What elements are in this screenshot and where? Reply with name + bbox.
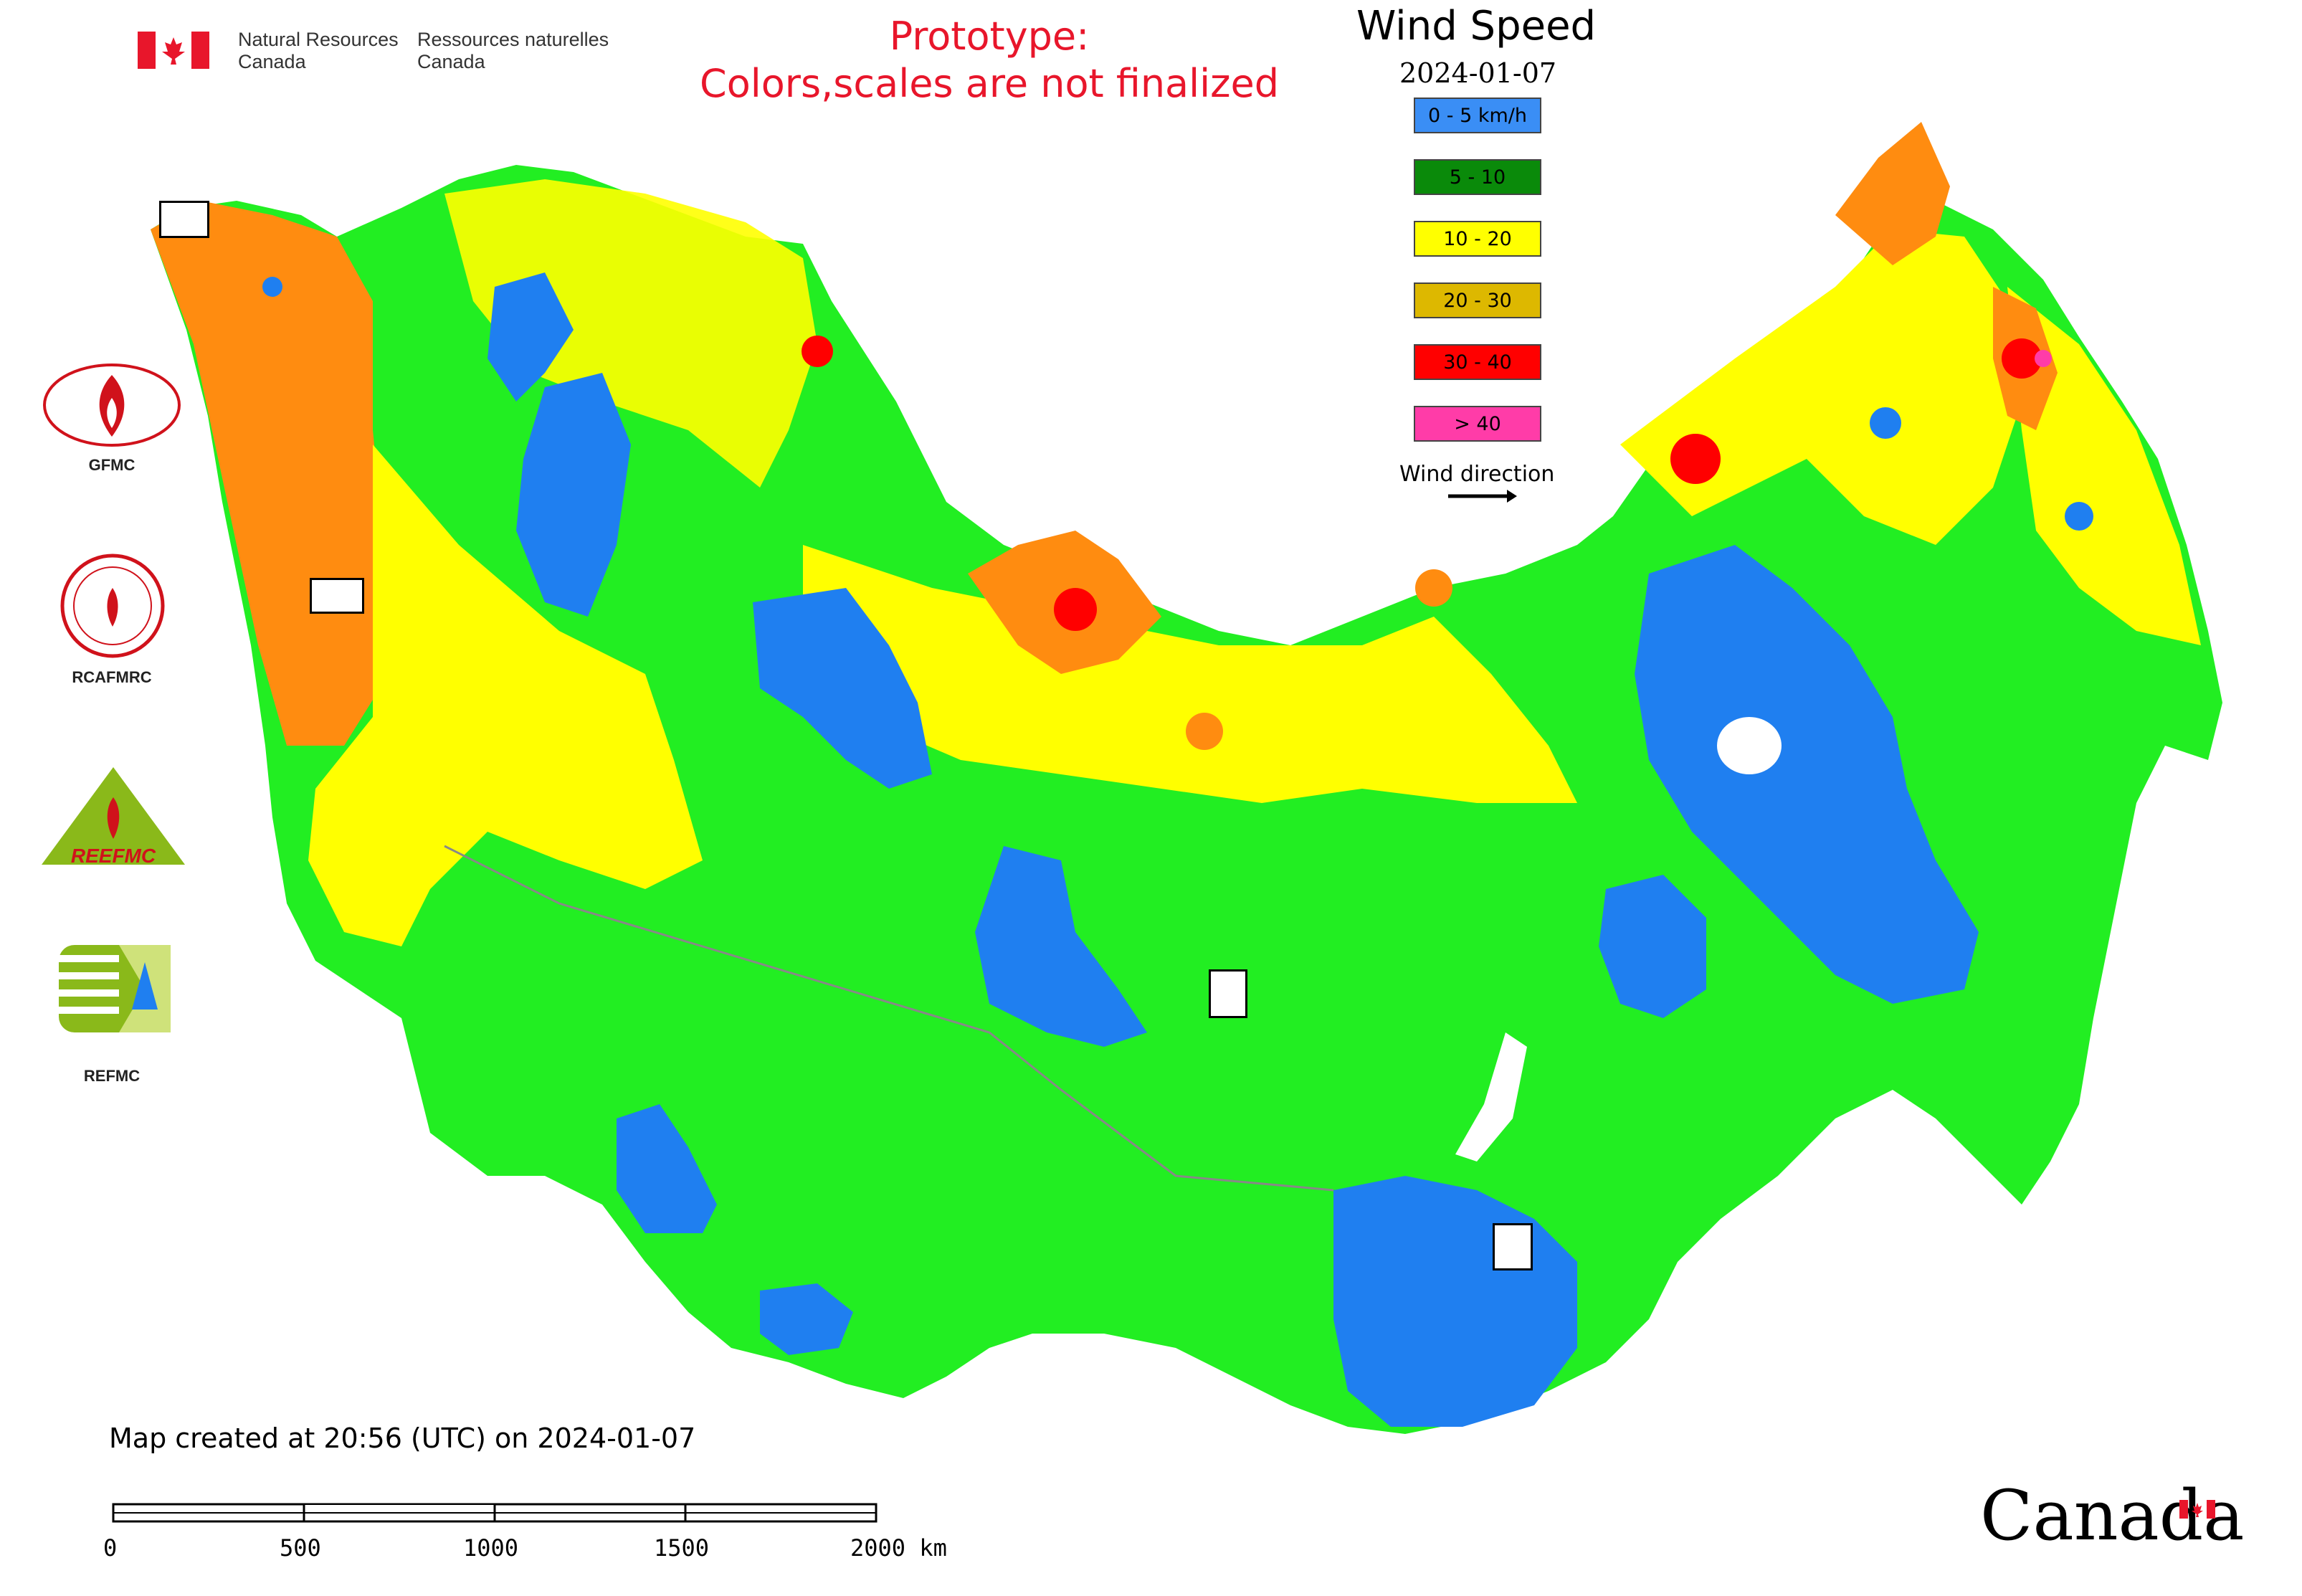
blue-region-south xyxy=(760,1283,853,1355)
blue-region-ural xyxy=(753,588,932,789)
canada-wordmark: Canada xyxy=(1980,1476,2245,1556)
rcafmrc-logo-label: RCAFMRC xyxy=(72,668,152,686)
refmc-logo xyxy=(59,945,171,1035)
border-line xyxy=(444,845,1334,1192)
scale-bar xyxy=(112,1503,882,1527)
magenta-zone xyxy=(2035,350,2052,367)
yellow-region-south-west xyxy=(308,445,703,946)
red-zone xyxy=(2002,338,2042,379)
arrow-right-icon xyxy=(1447,488,1518,508)
blue-region-kazakhstan xyxy=(617,1104,717,1233)
reefmc-map-marker xyxy=(310,578,364,614)
blue-region-siberia-west xyxy=(975,846,1147,1047)
red-zone xyxy=(1054,588,1097,631)
refmc-logo-label: REFMC xyxy=(83,1067,141,1085)
map-created-text: Map created at 20:56 (UTC) on 2024-01-07 xyxy=(109,1422,696,1454)
rcafmrc-map-marker xyxy=(1493,1223,1533,1270)
red-zone xyxy=(1670,434,1721,484)
yellow-region-north-europe xyxy=(444,179,817,488)
gfmc-map-marker xyxy=(159,201,209,238)
legend: 0 - 5 km/h 5 - 10 10 - 20 20 - 30 30 - 4… xyxy=(1414,98,1543,442)
yellow-region-east xyxy=(1620,229,2022,545)
prototype-notice: Prototype: Colors,scales are not finalize… xyxy=(700,14,1279,106)
legend-item-4: 30 - 40 xyxy=(1414,344,1541,380)
blue-region-mid xyxy=(1599,875,1706,1018)
scale-tick-2: 1000 xyxy=(463,1534,519,1562)
legend-item-0: 0 - 5 km/h xyxy=(1414,98,1541,133)
refmc-map-marker xyxy=(1209,969,1247,1018)
orange-zone xyxy=(1415,569,1452,607)
blue-zone xyxy=(1870,407,1901,439)
org-name-en: Natural Resources Canada xyxy=(238,29,399,72)
org-name-fr: Ressources naturelles Canada xyxy=(417,29,609,72)
blue-zone xyxy=(262,277,282,297)
blue-region-karelia xyxy=(516,373,631,617)
canada-wordmark-flag-icon xyxy=(2179,1500,2215,1521)
legend-item-2: 10 - 20 xyxy=(1414,221,1541,257)
rcafmrc-logo xyxy=(59,552,166,662)
map-title: Wind Speed xyxy=(1356,3,1597,49)
blue-region-scandinavia xyxy=(487,272,574,402)
scale-tick-4: 2000 km xyxy=(850,1534,947,1562)
gfmc-logo xyxy=(42,362,182,451)
gfmc-logo-label: GFMC xyxy=(88,456,135,474)
orange-zone xyxy=(1186,713,1223,750)
scale-tick-3: 1500 xyxy=(654,1534,710,1562)
blue-zone xyxy=(2065,502,2093,531)
red-zone xyxy=(802,336,833,367)
map-date: 2024-01-07 xyxy=(1399,57,1557,89)
legend-item-3: 20 - 30 xyxy=(1414,282,1541,318)
blue-region-yakutia xyxy=(1635,545,1979,1004)
wind-direction-label: Wind direction xyxy=(1399,462,1555,487)
lake-baikal xyxy=(1455,1032,1527,1162)
legend-item-5: > 40 xyxy=(1414,406,1541,442)
reefmc-logo-text: REEFMC xyxy=(70,845,156,867)
legend-item-1: 5 - 10 xyxy=(1414,159,1541,195)
reefmc-logo xyxy=(37,764,189,875)
scale-tick-1: 500 xyxy=(280,1534,321,1562)
scale-tick-0: 0 xyxy=(103,1534,118,1562)
canada-flag xyxy=(138,32,209,69)
orange-region-chukotka xyxy=(1835,122,1950,265)
lake xyxy=(1717,717,1782,774)
